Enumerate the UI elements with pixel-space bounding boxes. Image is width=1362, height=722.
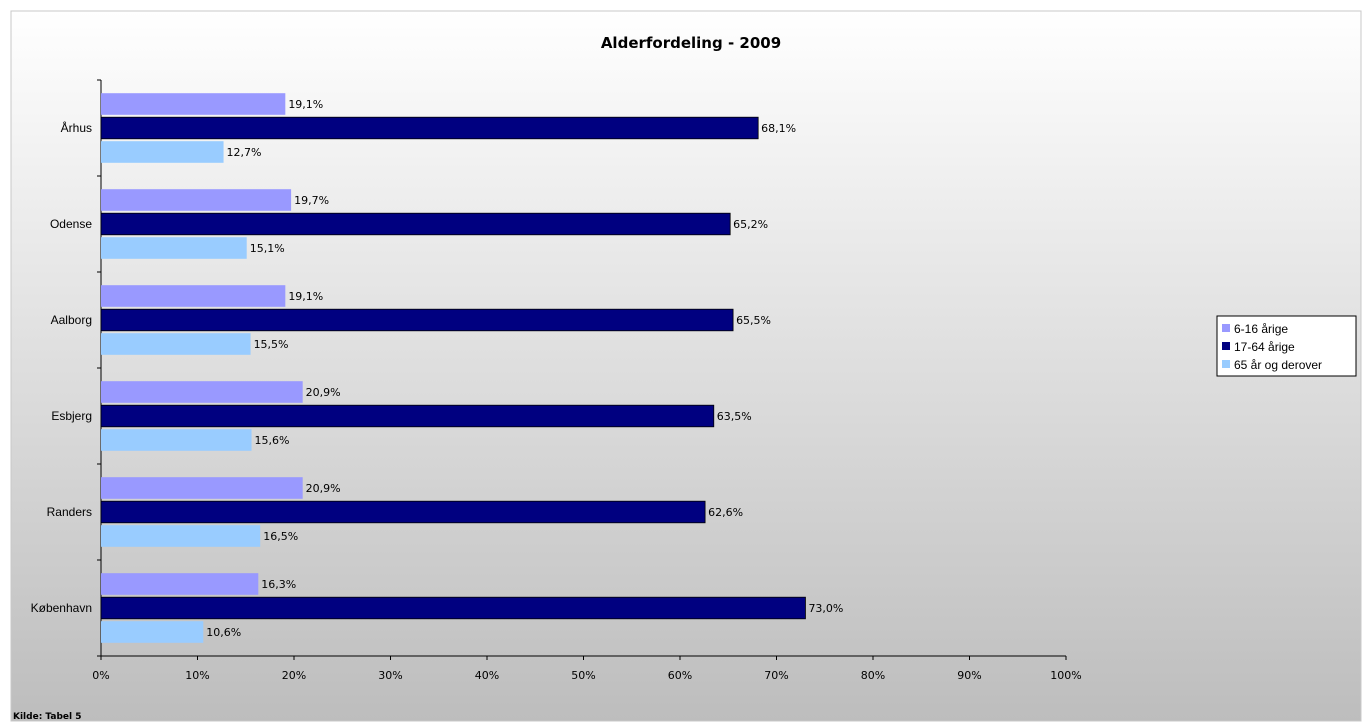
data-label-arhus-6-16-arige: 19,1% (288, 98, 323, 111)
legend-label-17-64-arige: 17-64 årige (1234, 340, 1295, 354)
legend: 6-16 årige 17-64 årige 65 år og derover (1216, 315, 1357, 377)
data-label-randers-6-16-arige: 20,9% (306, 482, 341, 495)
data-label-arhus-65-ar-og-derover: 12,7% (227, 146, 262, 159)
data-label-randers-17-64-arige: 62,6% (708, 506, 743, 519)
x-tick-label: 40% (475, 669, 499, 682)
chart-title: Alderfordeling - 2009 (601, 34, 781, 52)
data-label-k-benhavn-17-64-arige: 73,0% (808, 602, 843, 615)
x-tick-label: 10% (185, 669, 209, 682)
x-tick-label: 90% (957, 669, 981, 682)
data-label-odense-17-64-arige: 65,2% (733, 218, 768, 231)
bar-arhus-17-64-arige (100, 116, 759, 140)
data-label-odense-6-16-arige: 19,7% (294, 194, 329, 207)
legend-swatch-6-16-arige (1222, 324, 1230, 332)
legend-swatch-17-64-arige (1222, 342, 1230, 350)
bar-esbjerg-65-ar-og-derover (101, 429, 252, 451)
bar-aalborg-6-16-arige (101, 285, 286, 307)
x-tick-label: 30% (378, 669, 402, 682)
bar-randers-6-16-arige (101, 477, 303, 499)
bar-arhus-6-16-arige (101, 93, 286, 115)
x-tick-label: 20% (282, 669, 306, 682)
bar-odense-65-ar-og-derover (101, 237, 247, 259)
category-label-arhus: Århus (61, 120, 92, 135)
data-label-aalborg-17-64-arige: 65,5% (736, 314, 771, 327)
plot-area: 0% 10% 20% 30% 40% 50% 60% 70% 80% 90% 100% Århus 19… (31, 79, 1082, 682)
source-note: Kilde: Tabel 5 (13, 712, 82, 722)
bar-k-benhavn-17-64-arige (100, 596, 806, 620)
legend-swatch-65-ar-og-derover (1222, 360, 1230, 368)
bar-randers-65-ar-og-derover (101, 525, 261, 547)
bar-esbjerg-6-16-arige (101, 381, 303, 403)
data-label-aalborg-65-ar-og-derover: 15,5% (254, 338, 289, 351)
data-label-odense-65-ar-og-derover: 15,1% (250, 242, 285, 255)
category-label-esbjerg: Esbjerg (51, 409, 92, 423)
data-label-esbjerg-65-ar-og-derover: 15,6% (255, 434, 290, 447)
legend-label-65-ar-og-derover: 65 år og derover (1234, 358, 1322, 372)
data-label-k-benhavn-6-16-arige: 16,3% (261, 578, 296, 591)
category-label-randers: Randers (47, 505, 92, 519)
x-tick-label: 80% (861, 669, 885, 682)
legend-label-6-16-arige: 6-16 årige (1234, 322, 1288, 336)
bar-odense-17-64-arige (100, 212, 731, 236)
x-tick-label: 60% (668, 669, 692, 682)
data-label-esbjerg-17-64-arige: 63,5% (717, 410, 752, 423)
data-label-arhus-17-64-arige: 68,1% (761, 122, 796, 135)
bar-odense-6-16-arige (101, 189, 292, 211)
bar-aalborg-65-ar-og-derover (101, 333, 251, 355)
data-label-aalborg-6-16-arige: 19,1% (288, 290, 323, 303)
bar-arhus-65-ar-og-derover (101, 141, 224, 163)
bar-randers-17-64-arige (100, 500, 706, 524)
category-label-aalborg: Aalborg (51, 313, 92, 327)
bar-k-benhavn-65-ar-og-derover (101, 621, 204, 643)
data-label-esbjerg-6-16-arige: 20,9% (306, 386, 341, 399)
legend-box (1216, 315, 1357, 377)
bar-aalborg-17-64-arige (100, 308, 734, 332)
x-tick-label: 50% (571, 669, 595, 682)
bar-k-benhavn-6-16-arige (101, 573, 259, 595)
bar-esbjerg-17-64-arige (100, 404, 715, 428)
data-label-k-benhavn-65-ar-og-derover: 10,6% (206, 626, 241, 639)
data-label-randers-65-ar-og-derover: 16,5% (263, 530, 298, 543)
x-tick-label: 100% (1050, 669, 1081, 682)
x-tick-label: 0% (92, 669, 109, 682)
category-label-odense: Odense (50, 217, 92, 231)
x-tick-label: 70% (764, 669, 788, 682)
category-label-k-benhavn: København (31, 601, 92, 615)
